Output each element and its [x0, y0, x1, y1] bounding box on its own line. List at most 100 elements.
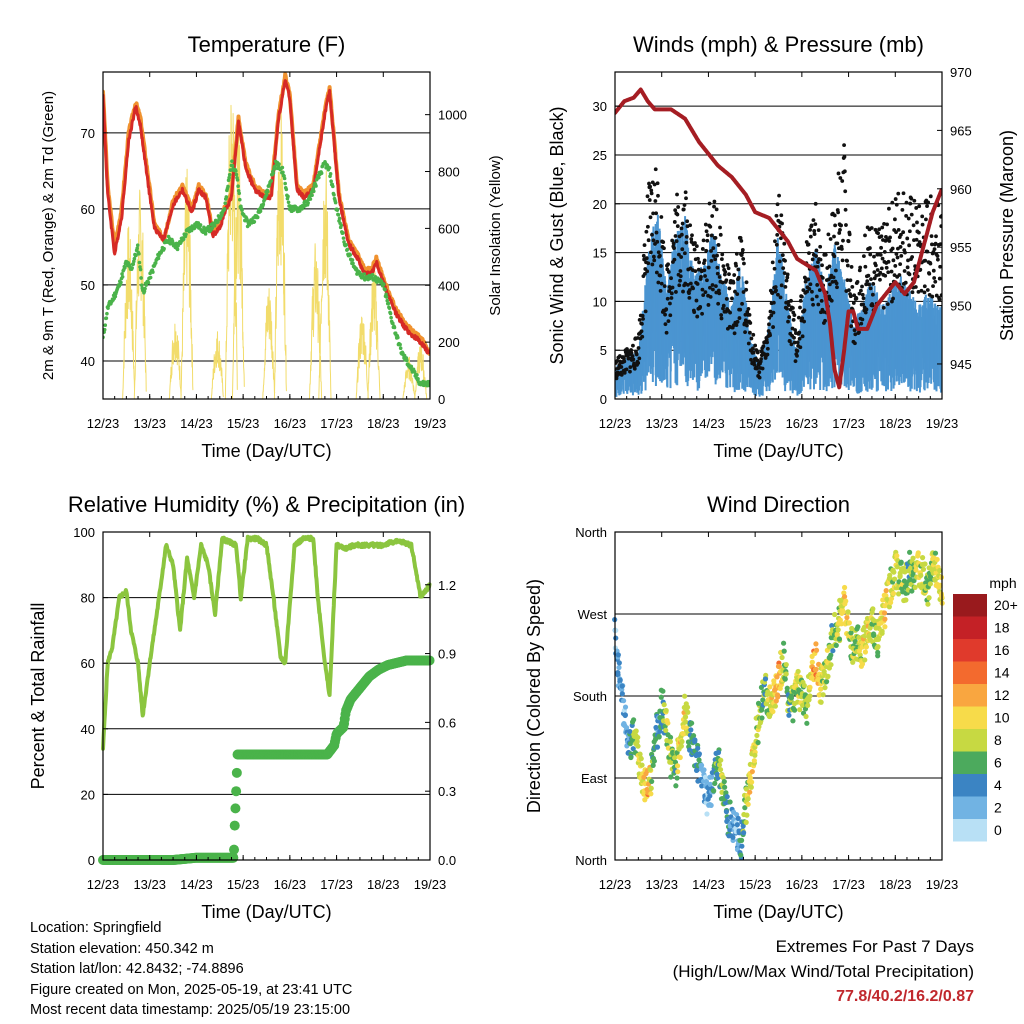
gust-point — [649, 188, 654, 193]
gust-point — [914, 237, 919, 242]
gust-point — [834, 281, 839, 286]
gust-point — [702, 268, 707, 273]
colorbar-label: 20+ — [994, 597, 1018, 613]
colorbar-swatch — [953, 796, 987, 819]
gust-point — [653, 167, 658, 172]
dewpoint-point — [396, 335, 400, 340]
gust-point — [812, 232, 817, 236]
dewpoint-point — [198, 223, 203, 227]
gust-point — [706, 265, 711, 270]
direction-point — [739, 843, 745, 849]
dewpoint-point — [137, 251, 141, 256]
temperature-ytick-right-label: 600 — [438, 221, 460, 236]
direction-point — [720, 774, 726, 781]
temperature-xtick-label: 12/23 — [87, 416, 120, 431]
gust-point — [695, 314, 700, 319]
gust-point — [717, 275, 722, 279]
gust-point — [907, 272, 912, 277]
gust-point — [793, 328, 798, 332]
dewpoint-point — [130, 266, 134, 270]
temperature-plot-frame — [102, 71, 431, 400]
winds-ytick-right-label: 945 — [950, 357, 972, 372]
gust-point — [915, 220, 919, 225]
direction-point — [881, 610, 888, 616]
gust-point — [752, 362, 757, 367]
direction-point — [656, 733, 662, 739]
gust-point — [931, 284, 935, 289]
gust-point — [907, 229, 912, 234]
gust-point — [658, 273, 663, 278]
direction-point — [895, 591, 902, 597]
gust-point — [684, 234, 689, 239]
gust-point — [690, 233, 694, 238]
gust-point — [770, 260, 775, 265]
gust-point — [745, 323, 749, 328]
dewpoint-point — [329, 179, 333, 184]
gust-point — [653, 199, 658, 203]
temperature-xtick-label: 18/23 — [367, 416, 400, 431]
dewpoint-point — [184, 232, 188, 237]
winds-ytick-right-label: 960 — [950, 182, 972, 197]
direction-point — [701, 767, 707, 773]
gust-point — [779, 236, 783, 241]
gust-point — [673, 208, 678, 213]
gust-point — [818, 257, 823, 262]
gust-point — [714, 290, 719, 295]
gust-point — [719, 316, 724, 321]
gust-point — [705, 238, 710, 243]
direction-point — [748, 784, 754, 790]
gust-point — [725, 263, 730, 267]
colorbar-swatch — [953, 684, 987, 707]
gust-point — [632, 361, 636, 366]
gust-point — [795, 353, 799, 358]
gust-point — [901, 191, 906, 196]
gust-point — [771, 310, 776, 315]
gust-point — [738, 307, 743, 312]
humidity-xtick-label: 15/23 — [227, 877, 260, 892]
direction-point — [870, 606, 876, 612]
gust-point — [937, 297, 942, 302]
gust-point — [811, 218, 816, 223]
direction-point — [674, 763, 681, 769]
elevation-text: Station elevation: 450.342 m — [30, 940, 214, 957]
gust-point — [900, 240, 905, 245]
dewpoint-point — [120, 272, 124, 276]
gust-point — [640, 334, 645, 339]
direction-point — [875, 649, 881, 656]
gust-point — [757, 375, 762, 380]
gust-point — [813, 201, 818, 206]
gust-point — [672, 257, 677, 262]
direction-point — [682, 714, 689, 720]
gust-point — [630, 354, 635, 358]
dewpoint-point — [398, 342, 402, 347]
dewpoint-point — [351, 261, 355, 266]
gust-point — [908, 201, 913, 206]
gust-point — [823, 252, 828, 257]
humidity-plot-frame — [102, 531, 431, 861]
direction-point — [658, 694, 664, 700]
dewpoint-point — [224, 195, 229, 199]
gust-point — [636, 361, 641, 365]
gust-point — [734, 323, 739, 328]
gust-point — [910, 255, 915, 259]
gust-point — [833, 223, 838, 228]
gust-point — [894, 252, 899, 256]
direction-point — [635, 734, 641, 741]
gust-point — [674, 239, 679, 244]
gust-point — [878, 270, 883, 275]
direction-xlabel: Time (Day/UTC) — [713, 902, 843, 922]
gust-point — [806, 242, 811, 247]
gust-point — [894, 230, 898, 235]
direction-point — [702, 774, 709, 780]
direction-point — [907, 565, 914, 571]
latlon-text: Station lat/lon: 42.8432; -74.8896 — [30, 961, 244, 977]
gust-point — [657, 253, 662, 258]
direction-point — [838, 621, 844, 627]
location-text: Location: Springfield — [30, 920, 162, 936]
gust-point — [697, 260, 701, 265]
direction-point — [751, 758, 757, 764]
direction-point — [912, 584, 918, 591]
gust-point — [806, 277, 811, 282]
gust-point — [673, 234, 678, 238]
gust-point — [715, 253, 719, 258]
